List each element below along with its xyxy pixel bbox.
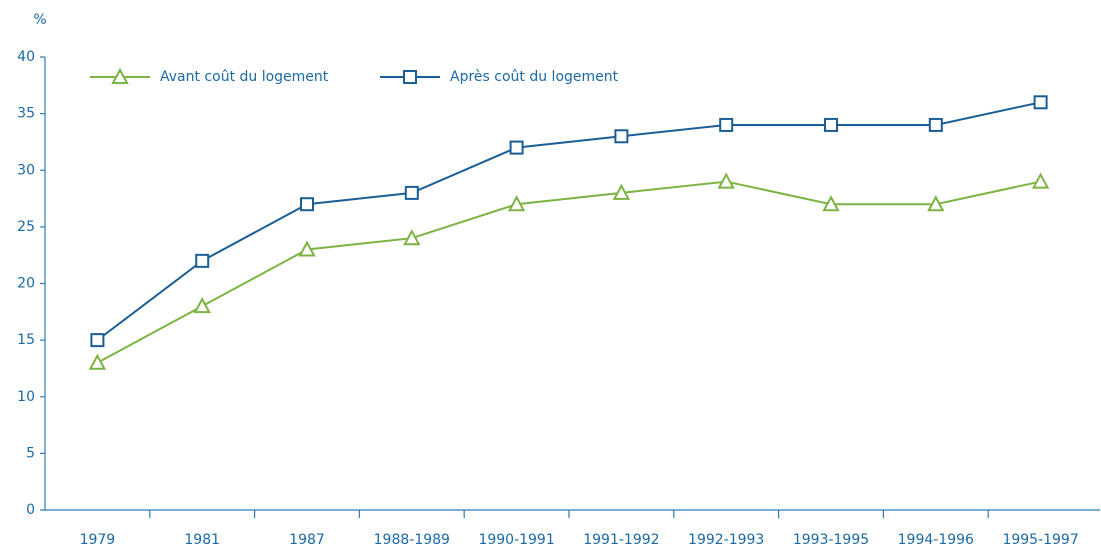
data-point xyxy=(404,185,419,200)
legend-marker xyxy=(111,67,129,84)
y-tick-label: 10 xyxy=(17,389,35,405)
y-tick-label: 25 xyxy=(17,219,35,235)
data-point xyxy=(822,195,840,212)
legend-marker xyxy=(403,70,417,84)
data-point xyxy=(403,229,421,246)
data-point xyxy=(300,197,314,212)
data-point xyxy=(612,183,631,200)
data-point xyxy=(1031,172,1050,189)
x-tick-label: 1993-1995 xyxy=(793,532,869,548)
y-tick-label: 5 xyxy=(26,445,35,461)
data-point xyxy=(507,195,526,212)
y-tick-label: 0 xyxy=(26,502,35,518)
x-tick-label: 1992-1993 xyxy=(688,532,764,548)
data-point xyxy=(509,140,524,155)
x-tick-label: 1991-1992 xyxy=(583,532,659,548)
data-point xyxy=(195,253,210,268)
y-tick-label: 30 xyxy=(17,162,35,178)
x-tick-label: 1994-1996 xyxy=(898,532,974,548)
x-tick-label: 1987 xyxy=(289,532,325,548)
data-point xyxy=(717,172,735,189)
x-tick-label: 1995-1997 xyxy=(1002,532,1078,548)
x-tick-label: 1990-1991 xyxy=(478,532,554,548)
y-axis-label: % xyxy=(33,12,46,28)
data-point xyxy=(719,117,734,132)
data-point xyxy=(824,117,838,132)
data-point xyxy=(193,297,211,314)
series-line xyxy=(96,101,1041,341)
data-point xyxy=(298,240,316,257)
legend-label: Après coût du logement xyxy=(450,69,619,85)
data-point xyxy=(927,195,945,212)
x-tick-label: 1979 xyxy=(80,532,116,548)
x-tick-label: 1981 xyxy=(184,532,220,548)
series-line xyxy=(96,180,1041,364)
data-point xyxy=(928,117,943,132)
y-tick-label: 35 xyxy=(17,106,35,122)
y-tick-label: 20 xyxy=(17,276,35,292)
x-tick-label: 1988-1989 xyxy=(374,532,450,548)
data-point xyxy=(90,333,105,348)
data-point xyxy=(88,353,107,370)
y-tick-label: 15 xyxy=(17,332,35,348)
legend-label: Avant coût du logement xyxy=(160,69,329,85)
y-tick-label: 40 xyxy=(17,49,35,65)
data-point xyxy=(1033,95,1048,110)
data-point xyxy=(614,129,629,144)
